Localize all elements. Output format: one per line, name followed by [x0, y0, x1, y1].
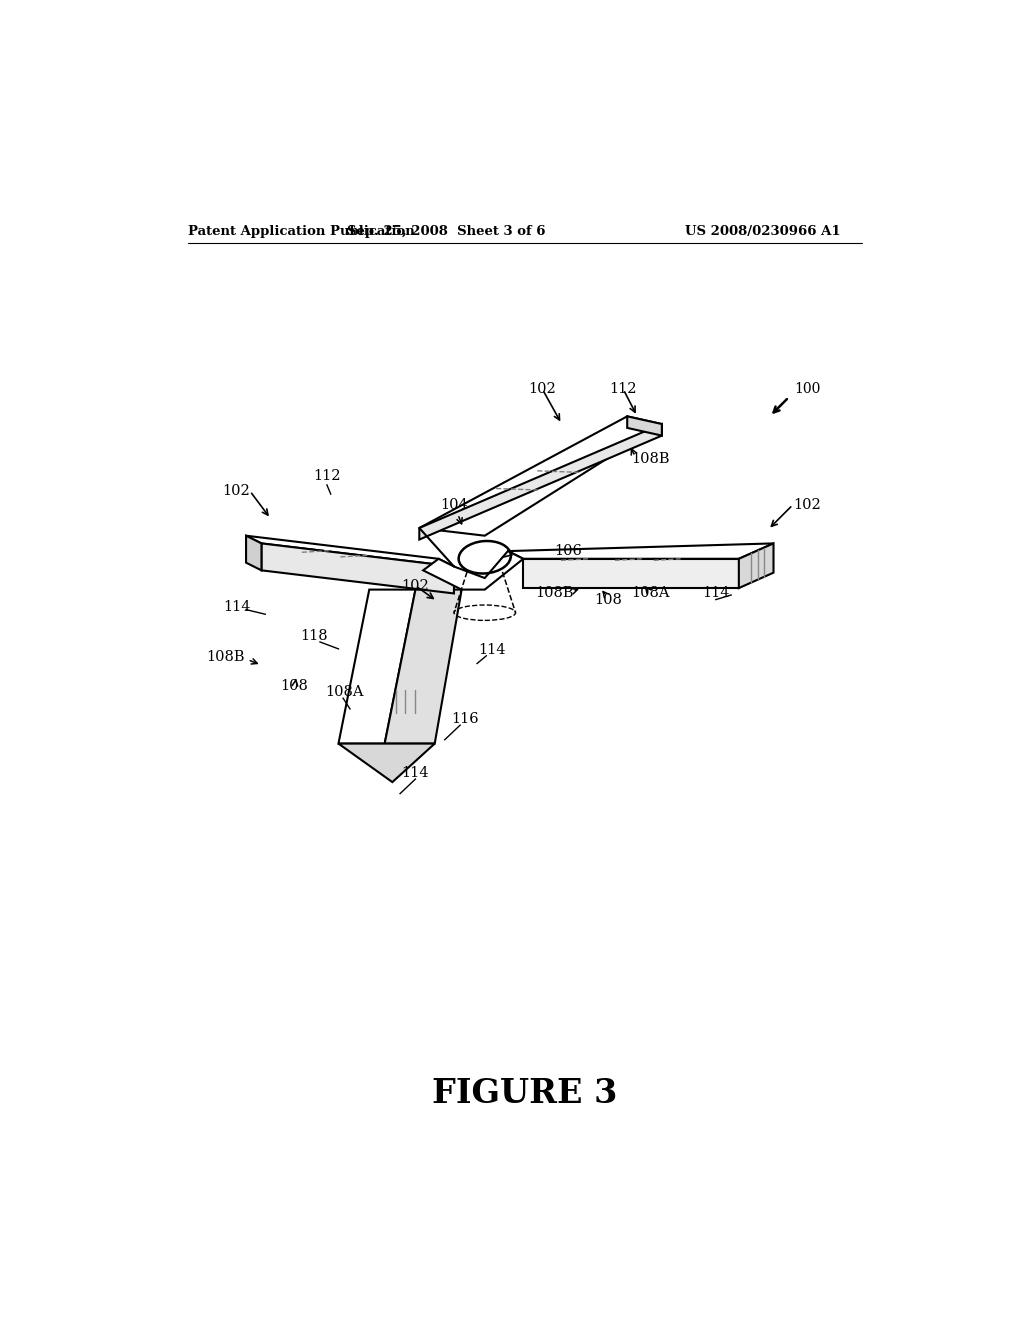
Text: 104: 104	[440, 498, 468, 512]
Text: 118: 118	[300, 628, 328, 643]
Polygon shape	[385, 590, 462, 743]
Text: 102: 102	[528, 383, 556, 396]
Text: 112: 112	[609, 383, 637, 396]
Text: 116: 116	[452, 711, 479, 726]
Text: 108B: 108B	[206, 651, 245, 664]
Text: 108A: 108A	[631, 586, 670, 601]
Text: FIGURE 3: FIGURE 3	[432, 1077, 617, 1110]
Text: 108A: 108A	[326, 685, 364, 700]
Polygon shape	[523, 558, 739, 589]
Text: US 2008/0230966 A1: US 2008/0230966 A1	[685, 224, 841, 238]
Text: 114: 114	[702, 586, 729, 601]
Polygon shape	[739, 544, 773, 589]
Text: Sep. 25, 2008  Sheet 3 of 6: Sep. 25, 2008 Sheet 3 of 6	[347, 224, 546, 238]
Polygon shape	[246, 536, 454, 566]
Text: 102: 102	[401, 578, 429, 593]
Text: 100: 100	[795, 383, 820, 396]
Text: 108: 108	[281, 678, 308, 693]
Polygon shape	[508, 544, 773, 558]
Polygon shape	[339, 743, 435, 781]
Text: 102: 102	[793, 498, 820, 512]
Text: 114: 114	[401, 766, 429, 780]
Text: 112: 112	[313, 470, 341, 483]
Polygon shape	[419, 424, 662, 540]
Text: 108B: 108B	[535, 586, 573, 601]
Text: 102: 102	[222, 484, 250, 498]
Text: Patent Application Publication: Patent Application Publication	[188, 224, 415, 238]
Text: 108B: 108B	[631, 451, 670, 466]
Text: 106: 106	[554, 544, 582, 558]
Polygon shape	[628, 416, 662, 436]
Polygon shape	[246, 536, 261, 570]
Text: 108: 108	[594, 593, 622, 607]
Polygon shape	[419, 416, 662, 536]
Polygon shape	[339, 590, 416, 743]
Polygon shape	[261, 544, 454, 594]
Text: 114: 114	[223, 599, 251, 614]
Polygon shape	[423, 552, 523, 590]
Text: 114: 114	[478, 643, 506, 656]
